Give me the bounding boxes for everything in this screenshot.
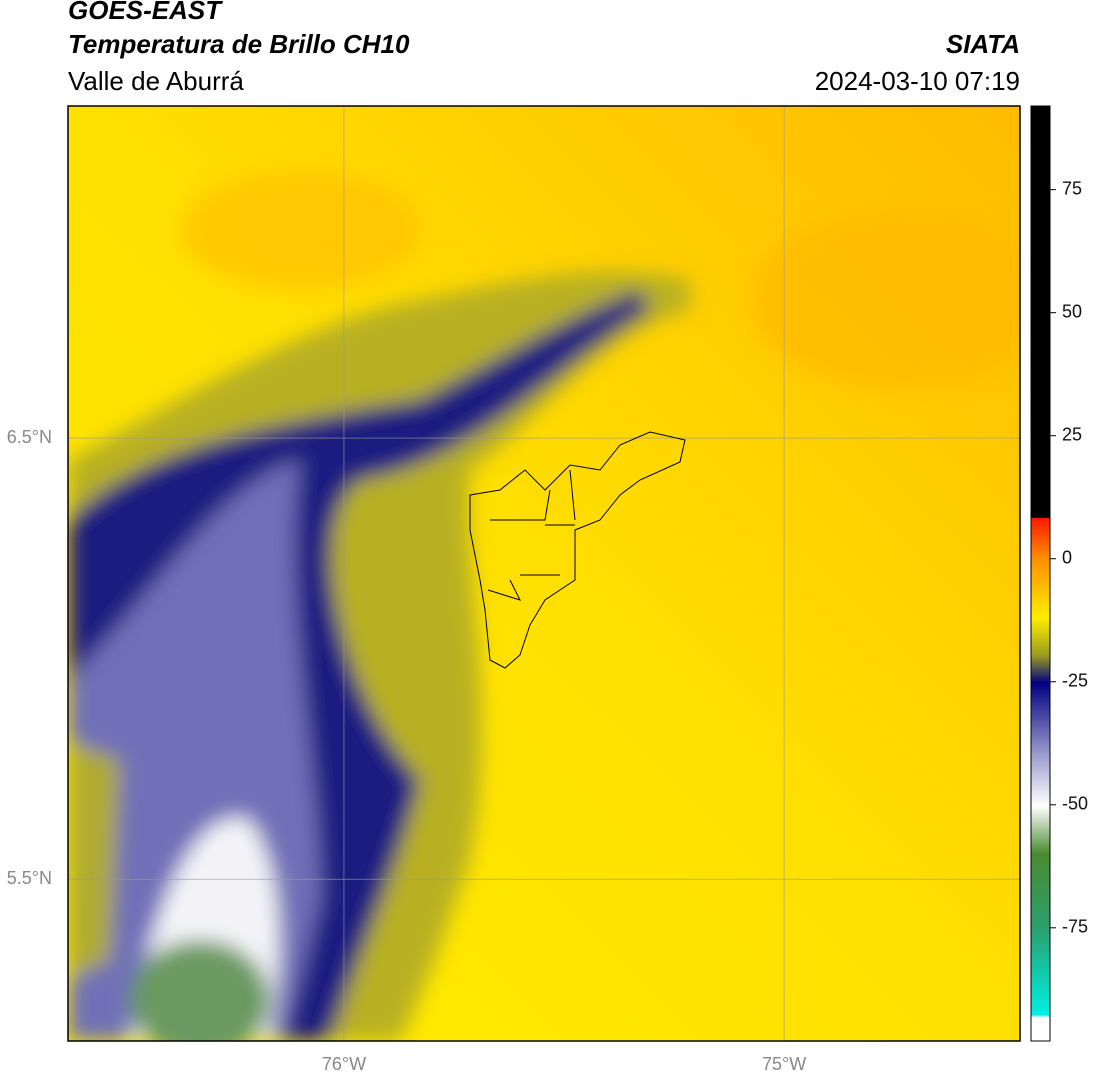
colorbar-tick-label: 75: [1062, 178, 1082, 198]
satellite-field: [68, 106, 1020, 1041]
y-tick-label: 6.5°N: [7, 427, 52, 447]
colorbar-tick-label: -25: [1062, 671, 1088, 691]
source: SIATA: [946, 29, 1020, 59]
colorbar-tick-label: -75: [1062, 917, 1088, 937]
title: GOES-EAST: [68, 0, 223, 25]
subtitle: Temperatura de Brillo CH10: [68, 29, 410, 59]
colorbar-tick-label: 25: [1062, 424, 1082, 444]
colorbar: [1030, 105, 1051, 1042]
region: Valle de Aburrá: [68, 66, 244, 96]
datetime: 2024-03-10 07:19: [815, 66, 1020, 96]
x-tick-label: 75°W: [762, 1054, 806, 1074]
valley-boundary: [469, 431, 686, 669]
graticule: [68, 106, 1020, 1041]
colorbar-tick-label: 50: [1062, 301, 1082, 321]
colorbar-tick-label: 0: [1062, 547, 1072, 567]
map-frame: [67, 105, 1021, 1042]
colorbar-tick-label: -50: [1062, 794, 1088, 814]
y-tick-label: 5.5°N: [7, 868, 52, 888]
x-tick-label: 76°W: [322, 1054, 366, 1074]
